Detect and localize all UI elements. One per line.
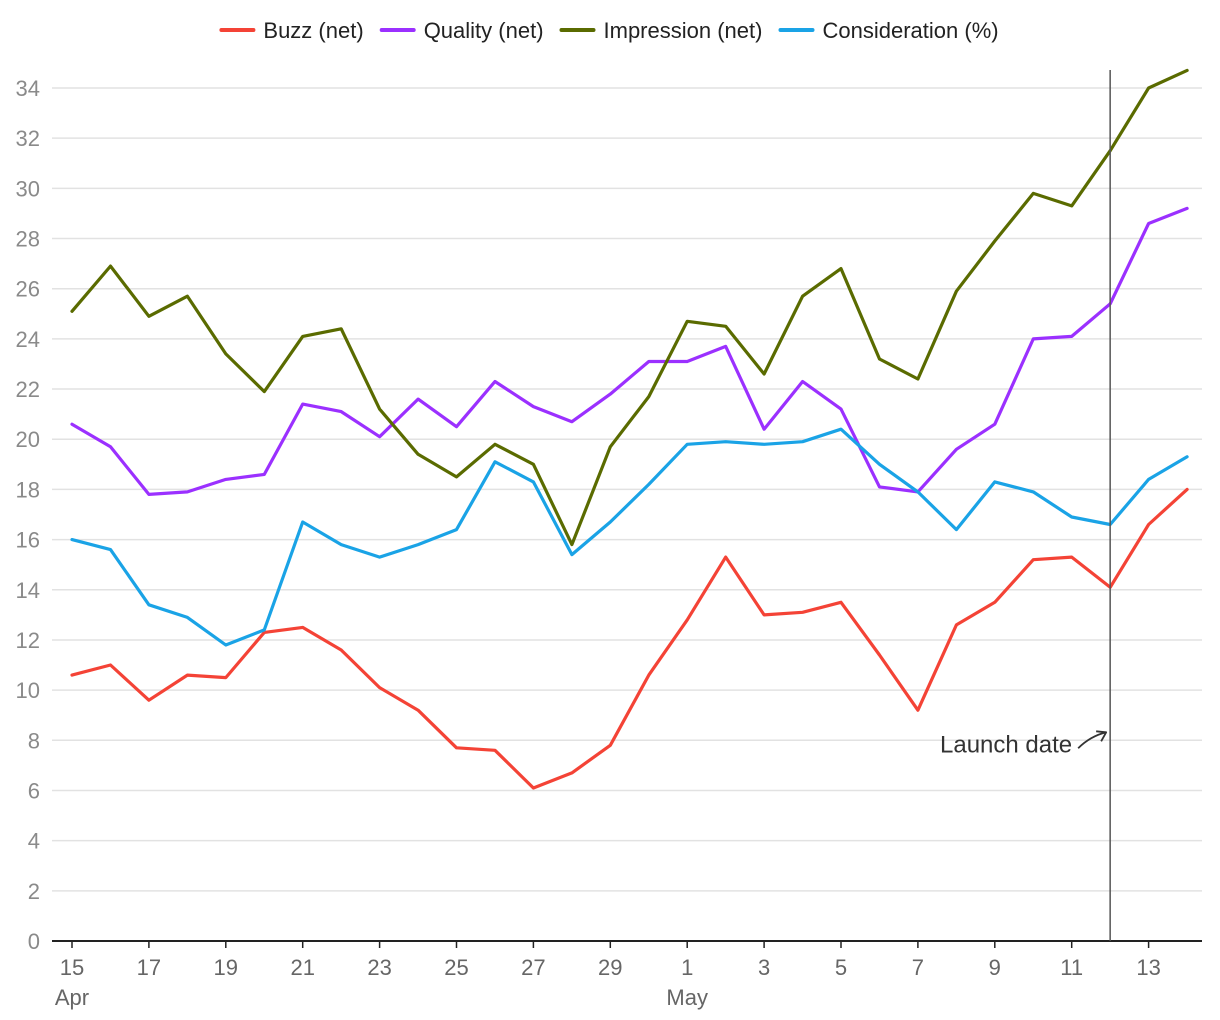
- x-tick-label-27: 27: [521, 955, 545, 980]
- y-tick-label-16: 16: [16, 528, 40, 553]
- y-tick-label-26: 26: [16, 277, 40, 302]
- y-tick-label-30: 30: [16, 176, 40, 201]
- series-consideration: [70, 427, 1189, 647]
- legend-label-buzz-net: Buzz (net): [263, 18, 363, 43]
- legend: Buzz (net) Quality (net) Impression (net) C…: [219, 18, 999, 43]
- x-tick-label-1: 1: [681, 955, 693, 980]
- series-line-impression-net: [70, 68, 1189, 547]
- x-tick-label-23: 23: [367, 955, 391, 980]
- y-tick-label-22: 22: [16, 377, 40, 402]
- x-tick-label-21: 21: [290, 955, 314, 980]
- series-line-quality-net: [70, 206, 1189, 496]
- legend-label-consideration: Consideration (%): [823, 18, 999, 43]
- legend-item-impression-net: Impression (net): [559, 18, 763, 43]
- grid-lines: [52, 87, 1202, 892]
- x-tick-label-9: 9: [989, 955, 1001, 980]
- launch-date-arrowhead: [1096, 730, 1108, 742]
- y-tick-label-8: 8: [28, 728, 40, 753]
- legend-item-buzz-net: Buzz (net): [219, 18, 364, 43]
- y-tick-label-28: 28: [16, 227, 40, 252]
- y-tick-label-2: 2: [28, 879, 40, 904]
- y-tick-label-18: 18: [16, 477, 40, 502]
- series-line-consideration: [70, 427, 1189, 647]
- series-buzz-net: [70, 487, 1189, 790]
- x-tick-label-25: 25: [444, 955, 468, 980]
- series-line-buzz-net: [70, 487, 1189, 790]
- x-tick-label-15: 15: [60, 955, 84, 980]
- x-tick-label-7: 7: [912, 955, 924, 980]
- y-tick-label-32: 32: [16, 126, 40, 151]
- x-tick-label-19: 19: [214, 955, 238, 980]
- x-tick-label-29: 29: [598, 955, 622, 980]
- legend-label-quality-net: Quality (net): [424, 18, 544, 43]
- x-tick-label-5: 5: [835, 955, 847, 980]
- y-tick-label-14: 14: [16, 578, 40, 603]
- y-tick-label-0: 0: [28, 929, 40, 954]
- series-impression-net: [70, 68, 1189, 547]
- x-tick-label-11: 11: [1060, 955, 1083, 980]
- legend-item-quality-net: Quality (net): [379, 18, 544, 43]
- y-tick-label-6: 6: [28, 778, 40, 803]
- annotations: Launch date: [940, 70, 1111, 941]
- y-tick-label-4: 4: [28, 829, 40, 854]
- x-tick-sublabel-apr: Apr: [55, 985, 89, 1010]
- x-tick-label-3: 3: [758, 955, 770, 980]
- x-tick-label-13: 13: [1136, 955, 1160, 980]
- x-tick-sublabel-may: May: [666, 985, 708, 1010]
- y-tick-label-34: 34: [16, 76, 40, 101]
- x-tick-label-17: 17: [137, 955, 161, 980]
- legend-label-impression-net: Impression (net): [604, 18, 763, 43]
- launch-date-label: Launch date: [940, 731, 1072, 758]
- y-tick-label-12: 12: [16, 628, 40, 653]
- launch-date-arrow: [1077, 731, 1107, 749]
- y-tick-label-20: 20: [16, 427, 40, 452]
- y-tick-label-10: 10: [16, 678, 40, 703]
- y-tick-label-24: 24: [16, 327, 40, 352]
- legend-item-consideration: Consideration (%): [778, 18, 999, 43]
- series-quality-net: [70, 206, 1189, 496]
- series-lines: [70, 68, 1189, 790]
- x-axis: 15 Apr 17 19 21 23 25 27 29 1 May 3 5 7 9 11 13: [52, 940, 1202, 1010]
